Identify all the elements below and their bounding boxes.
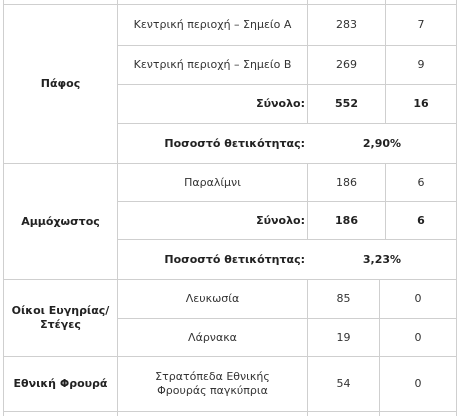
row-line — [3, 356, 457, 357]
total-tests: 186 — [335, 213, 358, 227]
row-line — [3, 279, 457, 280]
positives-cell: 0 — [414, 292, 422, 305]
total-tests: 552 — [335, 97, 358, 110]
region-label: Αμμόχωστος — [21, 214, 100, 228]
location-cell: Λευκωσία — [185, 292, 240, 305]
row-line — [3, 163, 457, 164]
border-left — [3, 0, 4, 416]
location-cell: Κεντρική περιοχή – Σημείο Β — [133, 58, 292, 71]
total-label: Σύνολο: — [256, 97, 305, 110]
row-line — [117, 123, 457, 124]
col-line-2c — [307, 279, 308, 416]
total-label: Σύνολο: — [256, 213, 305, 227]
location-cell: Λάρνακα — [188, 330, 237, 344]
border-right — [456, 0, 457, 416]
tests-cell: 269 — [336, 58, 357, 71]
tests-cell: 19 — [336, 330, 351, 344]
positivity-rate-label: Ποσοστό θετικότητας: — [164, 136, 305, 150]
tests-cell: 283 — [336, 18, 357, 31]
region-label: Εθνική Φρουρά — [13, 377, 108, 390]
row-line — [117, 45, 457, 46]
row-line — [117, 239, 457, 240]
tests-cell: 85 — [336, 292, 351, 305]
positives-cell: 9 — [417, 58, 425, 71]
col-line-3c — [379, 279, 380, 416]
region-label: Οίκοι Ευγηρίας/ Στέγες — [11, 304, 110, 331]
col-line-2 — [307, 0, 308, 123]
row-line — [3, 4, 457, 5]
positives-cell: 0 — [414, 330, 422, 344]
region-label: Πάφος — [40, 77, 81, 90]
positives-cell: 7 — [417, 18, 425, 31]
col-line-1 — [117, 0, 118, 416]
row-line — [117, 201, 457, 202]
positivity-rate-value: 3,23% — [362, 252, 402, 266]
positives-cell: 6 — [417, 175, 425, 189]
row-line — [117, 84, 457, 85]
row-line — [117, 318, 457, 319]
positivity-rate-label: Ποσοστό θετικότητας: — [164, 252, 305, 266]
total-positives: 6 — [417, 213, 425, 227]
positivity-rate-value: 2,90% — [362, 136, 402, 150]
location-cell: Κεντρική περιοχή – Σημείο Α — [133, 18, 292, 31]
location-cell: Παραλίμνι — [184, 175, 241, 189]
location-cell: Στρατόπεδα Εθνικής Φρουράς παγκύπρια — [155, 370, 270, 397]
tests-cell: 186 — [336, 175, 357, 189]
tests-cell: 54 — [336, 377, 351, 390]
positives-cell: 0 — [414, 377, 422, 390]
row-line — [3, 411, 457, 412]
col-line-3a — [385, 0, 386, 123]
total-positives: 16 — [413, 97, 429, 110]
